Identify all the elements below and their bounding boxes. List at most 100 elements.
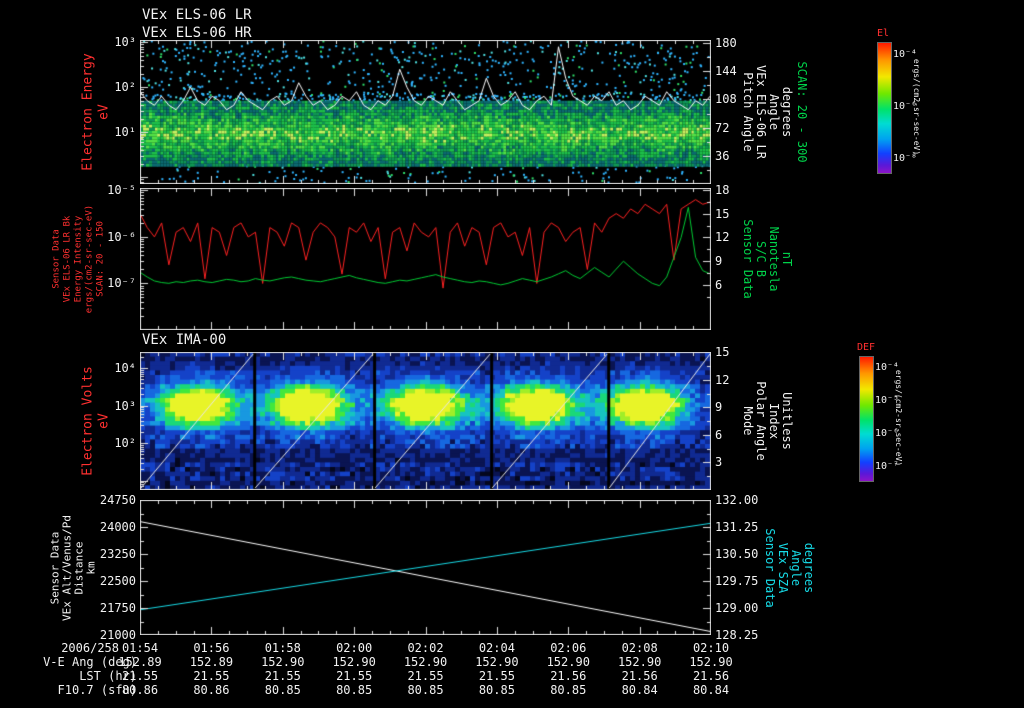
footer-row-label-lst: LST (hr) (79, 669, 137, 683)
footer-value: 80.85 (264, 683, 301, 697)
right-tick-label: 180 (715, 36, 737, 51)
right-axis-title: Pitch Angle (741, 72, 755, 152)
right-axis-title: VEx SZA (776, 542, 790, 593)
colorbar-tick-label: 10⁻⁸ (893, 153, 918, 164)
colorbar-tick-label: 10⁻⁴ (893, 49, 918, 60)
footer-value: 152.90 (332, 655, 376, 669)
y-tick-label: 10⁻⁶ (107, 229, 136, 244)
footer-value: 152.90 (261, 655, 305, 669)
els-colorbar (877, 42, 892, 174)
right-axis-title: Sensor Data (741, 219, 755, 299)
right-tick-label: 9 (715, 400, 723, 415)
right-axis-title: nT (780, 251, 794, 267)
right-axis-title: Angle (789, 549, 803, 586)
left-axis-title: Electron Energy (80, 53, 96, 171)
y-tick-label: 24000 (99, 520, 136, 534)
right-tick-label: 15 (715, 206, 730, 221)
right-axis-title: Sensor Data (763, 527, 777, 608)
right-axis-title: Polar Angle (754, 381, 768, 461)
right-tick-label: 72 (715, 120, 730, 135)
right-tick-label: 144 (715, 64, 737, 79)
right-tick-label: 128.25 (715, 628, 759, 642)
footer-value: 21.56 (550, 669, 587, 683)
right-tick-label: 132.00 (715, 493, 759, 507)
footer-value: 152.90 (546, 655, 590, 669)
left-axis-title: eV (96, 104, 112, 120)
y-tick-label: 23250 (99, 547, 136, 561)
footer-value: 21.55 (193, 669, 230, 683)
ima-spectrogram-canvas (140, 352, 711, 490)
y-tick-label: 22500 (99, 574, 136, 588)
left-axis-title: ergs/(cm2-sr-sec-eV) (84, 204, 95, 314)
time-tick-label: 02:08 (621, 641, 658, 655)
right-tick-label: 12 (715, 372, 730, 387)
right-axis-title: degrees (802, 542, 816, 593)
right-tick-label: 129.75 (715, 574, 759, 588)
right-tick-label: 3 (715, 455, 723, 470)
left-axis-title: Sensor Data (51, 229, 62, 289)
panel1-title-lr: VEx ELS-06 LR (142, 7, 252, 23)
footer-value: 152.89 (118, 655, 162, 669)
els-colorbar-title: El (877, 28, 890, 39)
footer-value: 80.85 (407, 683, 444, 697)
right-axis-title: Nanotesla (767, 226, 781, 292)
right-tick-label: 36 (715, 148, 730, 163)
right-axis-title: degrees (780, 86, 794, 138)
left-axis-title: VEx ELS-06 LR Bk (62, 215, 73, 303)
footer-value: 80.85 (336, 683, 373, 697)
left-axis-title: Sensor Data (48, 531, 62, 604)
time-tick-label: 02:10 (692, 641, 730, 655)
footer-value: 152.90 (617, 655, 662, 669)
y-tick-label: 10³ (114, 398, 136, 413)
time-tick-label: 01:54 (121, 641, 159, 655)
right-tick-label: 15 (715, 345, 730, 360)
footer-value: 152.90 (689, 655, 733, 669)
footer-value: 80.84 (621, 683, 658, 697)
right-axis-title: S/C B (754, 240, 768, 278)
y-tick-label: 10³ (114, 35, 136, 50)
footer-value: 21.55 (336, 669, 373, 683)
left-axis-title: Energy Intensity (73, 215, 84, 303)
ima-colorbar-title: DEF (857, 342, 876, 353)
right-tick-label: 6 (715, 277, 723, 292)
time-tick-label: 01:56 (193, 641, 230, 655)
right-tick-label: 12 (715, 230, 730, 245)
colorbar-tick-label: 10⁻⁶ (875, 428, 900, 439)
y-tick-label: 24750 (99, 493, 136, 507)
footer-value: 152.89 (189, 655, 234, 669)
time-tick-label: 02:02 (407, 641, 444, 655)
footer-value: 21.55 (264, 669, 301, 683)
right-axis-title: Mode (741, 406, 755, 436)
right-tick-label: 131.25 (715, 520, 759, 534)
footer-value: 21.55 (121, 669, 159, 683)
right-tick-label: 108 (715, 92, 737, 107)
y-tick-label: 10¹ (114, 125, 136, 140)
left-axis-title: SCAN: 20 - 150 (95, 221, 106, 297)
right-axis-title: Unitless (780, 392, 794, 450)
ima-colorbar (859, 356, 874, 482)
colorbar-tick-label: 10⁻⁶ (893, 101, 918, 112)
y-tick-label: 10⁻⁷ (107, 276, 136, 291)
panel1-title-hr: VEx ELS-06 HR (142, 25, 252, 41)
time-tick-label: 02:06 (550, 641, 587, 655)
left-axis-title: Electron Volts (80, 366, 96, 476)
right-tick-label: 130.50 (715, 547, 759, 561)
footer-value: 21.55 (407, 669, 444, 683)
time-tick-label: 02:00 (336, 641, 373, 655)
left-axis-title: VEx Alt/Venus/Pd (60, 514, 74, 621)
right-tick-label: 9 (715, 254, 723, 269)
right-tick-label: 129.00 (715, 601, 759, 615)
right-axis-title: Index (767, 402, 781, 440)
left-axis-title: km (84, 560, 98, 575)
ima-colorbar-units: ergs/(cm2-sr-sec-eV) (894, 369, 903, 467)
footer-value: 21.56 (621, 669, 658, 683)
y-tick-label: 10⁻⁵ (107, 183, 136, 198)
y-tick-label: 21750 (99, 601, 136, 615)
intensity-bfield-line-canvas (140, 188, 711, 330)
right-tick-label: 6 (715, 427, 723, 442)
colorbar-tick-label: 10⁻⁷ (875, 461, 900, 472)
footer-value: 21.55 (478, 669, 515, 683)
footer-value: 21.56 (692, 669, 730, 683)
colorbar-tick-label: 10⁻⁴ (875, 362, 900, 373)
